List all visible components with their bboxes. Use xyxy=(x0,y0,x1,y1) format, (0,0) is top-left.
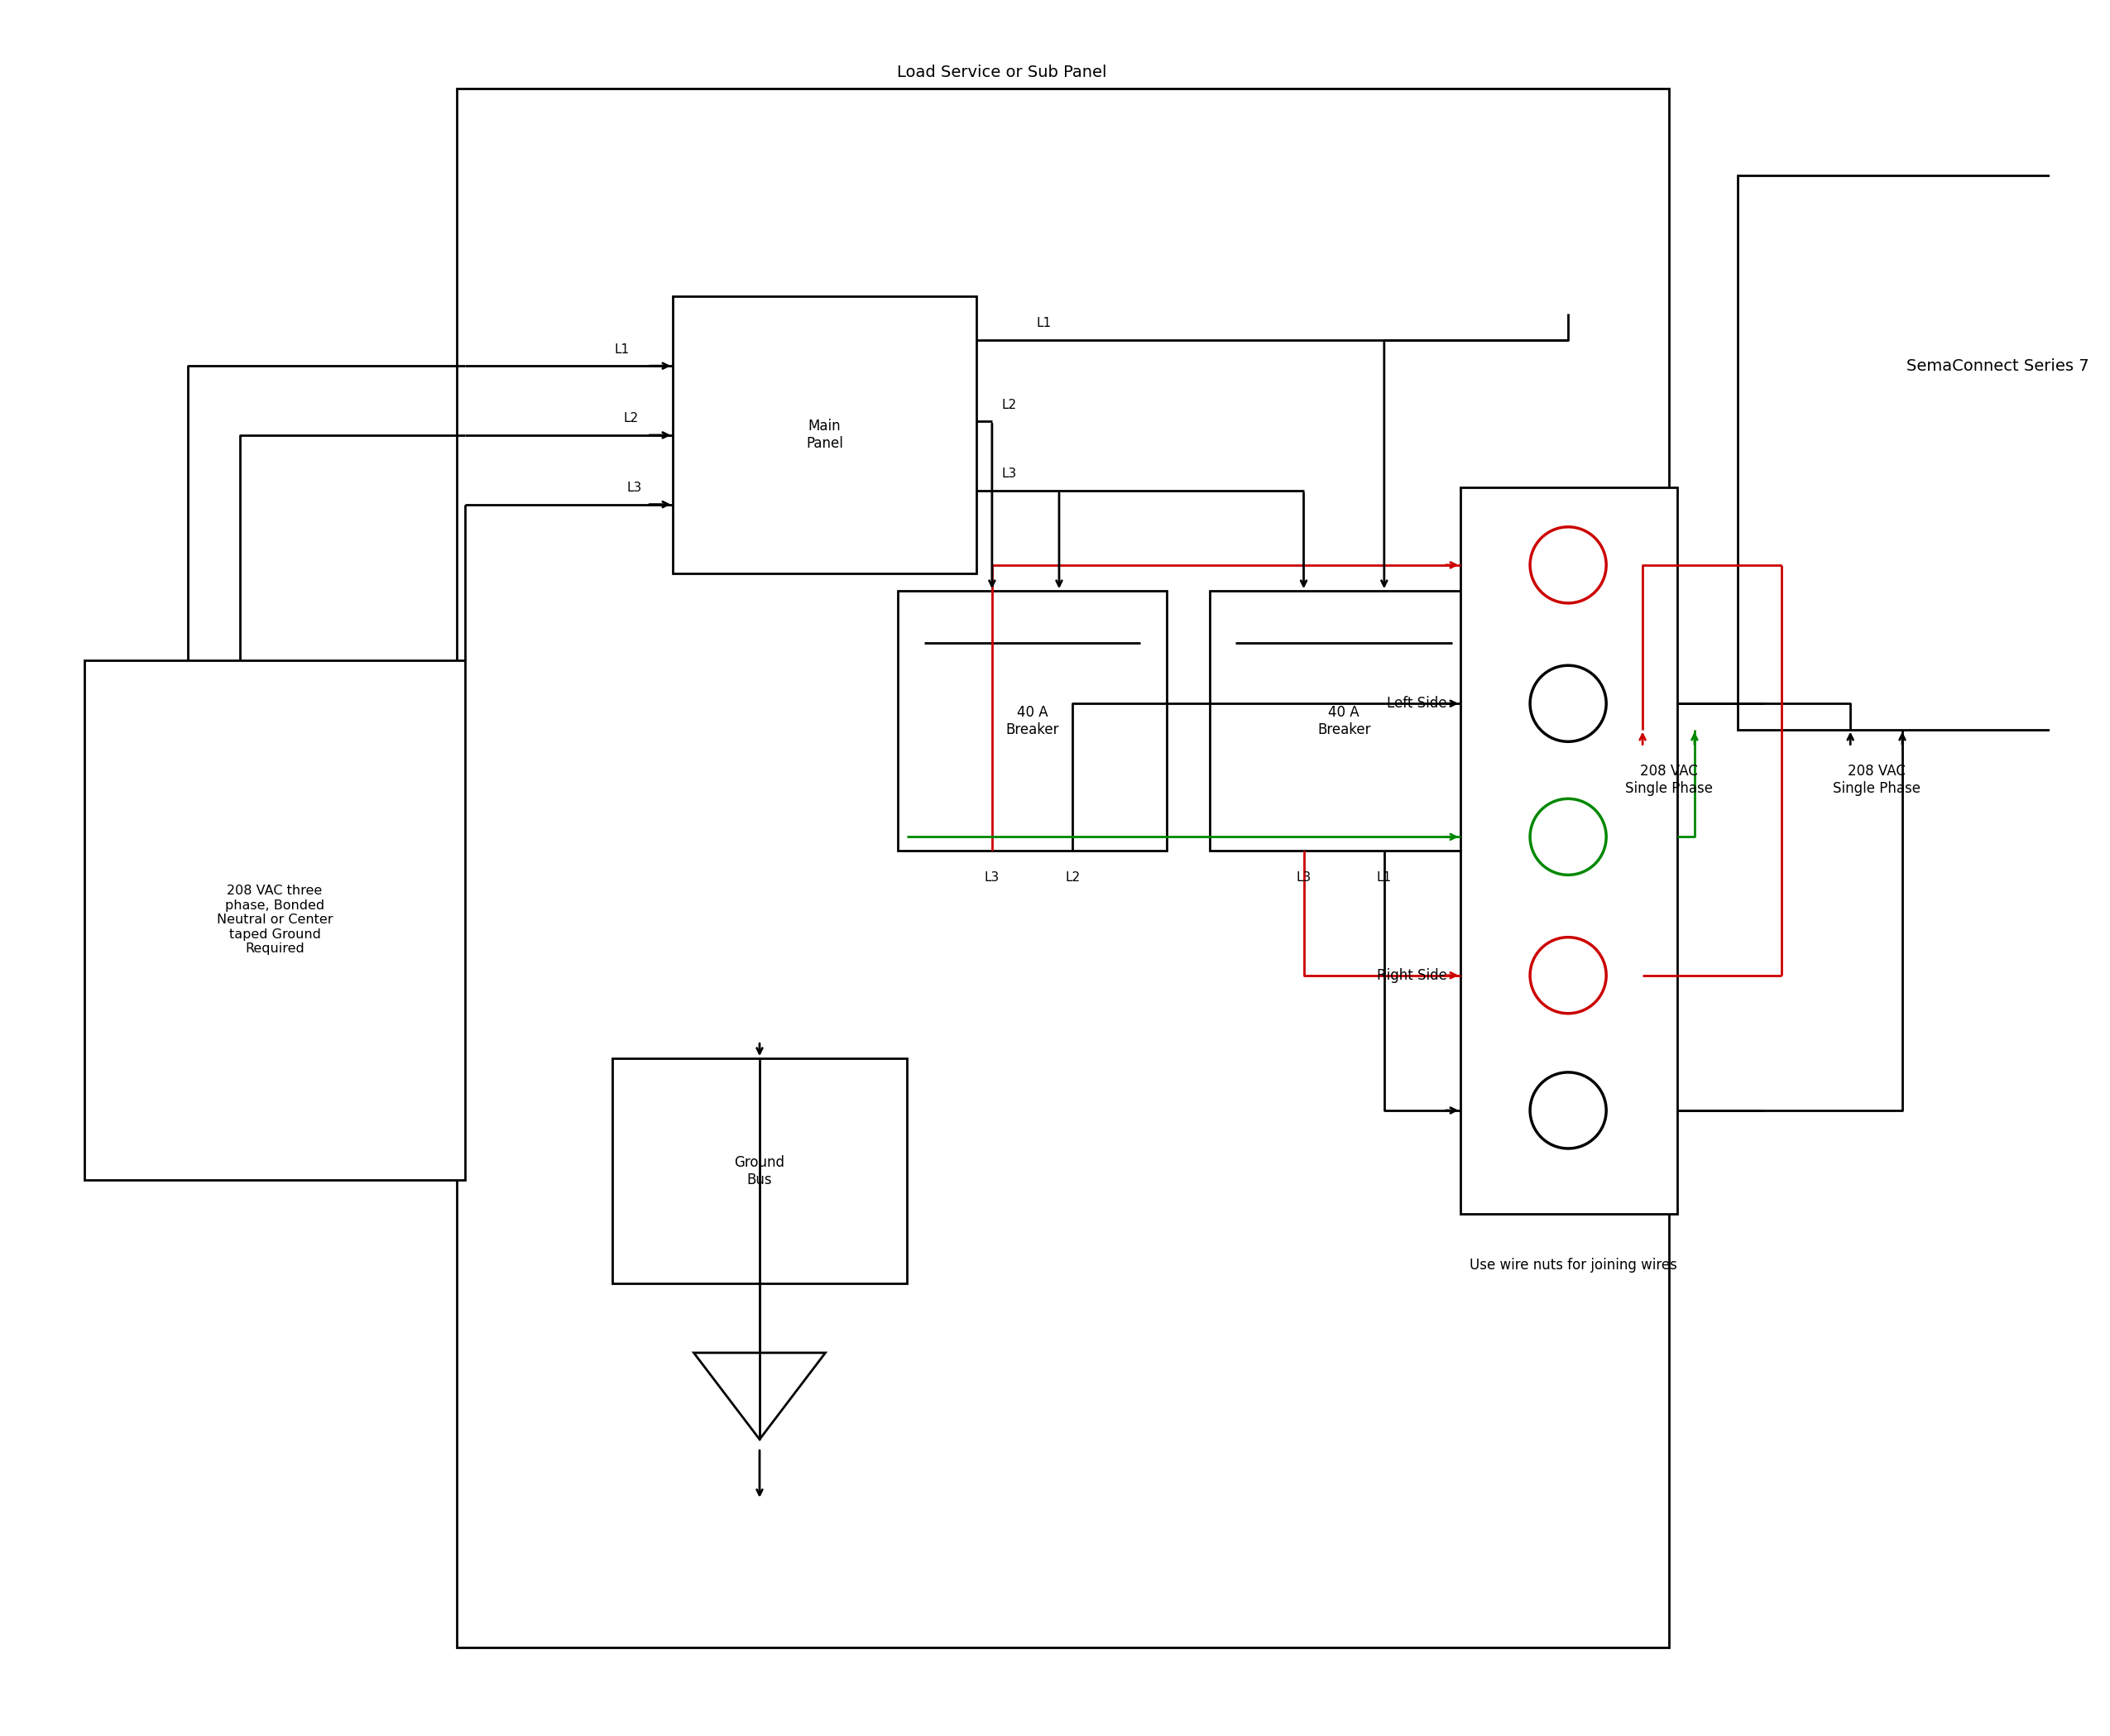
Text: 208 VAC three
phase, Bonded
Neutral or Center
taped Ground
Required: 208 VAC three phase, Bonded Neutral or C… xyxy=(217,885,333,955)
Text: Use wire nuts for joining wires: Use wire nuts for joining wires xyxy=(1469,1257,1677,1272)
Bar xyxy=(1209,590,1479,851)
Text: 40 A
Breaker: 40 A Breaker xyxy=(1317,705,1372,736)
Text: L1: L1 xyxy=(1376,871,1393,884)
Circle shape xyxy=(1530,665,1606,741)
Text: L3: L3 xyxy=(1002,467,1017,481)
Circle shape xyxy=(1530,1073,1606,1149)
Text: L1: L1 xyxy=(614,344,629,356)
Bar xyxy=(1739,175,2110,729)
Bar xyxy=(84,660,464,1180)
Bar xyxy=(612,1059,907,1283)
Text: L3: L3 xyxy=(985,871,1000,884)
Text: L2: L2 xyxy=(1002,399,1017,411)
Text: SemaConnect Series 7: SemaConnect Series 7 xyxy=(1905,358,2089,373)
Text: Main
Panel: Main Panel xyxy=(806,418,844,451)
Text: 208 VAC
Single Phase: 208 VAC Single Phase xyxy=(1831,764,1920,797)
Text: 40 A
Breaker: 40 A Breaker xyxy=(1006,705,1059,736)
Text: L2: L2 xyxy=(1066,871,1080,884)
Bar xyxy=(456,89,1669,1647)
Polygon shape xyxy=(694,1352,825,1439)
Text: L3: L3 xyxy=(627,481,641,495)
Circle shape xyxy=(1530,528,1606,602)
Circle shape xyxy=(1530,799,1606,875)
Text: 208 VAC
Single Phase: 208 VAC Single Phase xyxy=(1625,764,1713,797)
Bar xyxy=(1460,488,1677,1213)
Text: Load Service or Sub Panel: Load Service or Sub Panel xyxy=(897,64,1108,80)
Bar xyxy=(673,297,977,573)
Text: Ground
Bus: Ground Bus xyxy=(734,1154,785,1187)
Text: L1: L1 xyxy=(1036,318,1051,330)
Text: Right Side: Right Side xyxy=(1376,969,1447,983)
Text: Left Side: Left Side xyxy=(1386,696,1447,712)
Text: L3: L3 xyxy=(1296,871,1310,884)
Text: L2: L2 xyxy=(622,413,639,425)
Circle shape xyxy=(1530,937,1606,1014)
Bar xyxy=(899,590,1167,851)
